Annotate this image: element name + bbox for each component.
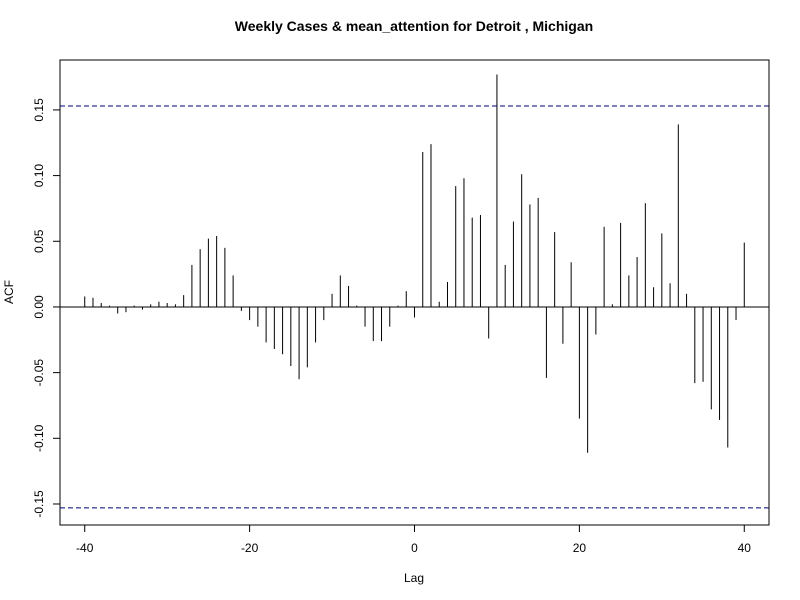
x-tick-label: 0 [411, 541, 418, 555]
x-tick-label: -20 [241, 541, 259, 555]
x-tick-label: 20 [573, 541, 587, 555]
x-axis-label: Lag [404, 571, 424, 585]
y-tick-label: 0.10 [32, 164, 46, 188]
chart-title: Weekly Cases & mean_attention for Detroi… [235, 18, 593, 34]
y-tick-label: 0.05 [32, 229, 46, 253]
plot-frame [59, 59, 770, 526]
x-axis: -40 -20 0 20 40 [76, 524, 752, 555]
y-tick-label: -0.05 [32, 359, 46, 387]
acf-spikes [84, 74, 745, 453]
y-axis-label: ACF [2, 280, 16, 304]
y-tick-label: 0.00 [32, 295, 46, 319]
y-tick-label: -0.15 [32, 490, 46, 518]
x-tick-label: -40 [76, 541, 94, 555]
y-tick-label: -0.10 [32, 424, 46, 452]
y-tick-label: 0.15 [32, 98, 46, 122]
x-tick-label: 40 [738, 541, 752, 555]
y-axis: -0.15 -0.10 -0.05 0.00 0.05 0.10 0.15 [32, 98, 61, 518]
